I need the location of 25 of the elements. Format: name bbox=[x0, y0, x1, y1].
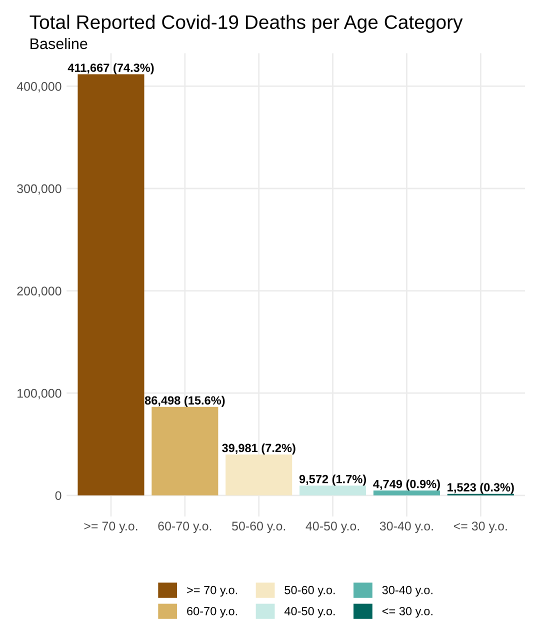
x-tick-label: >= 70 y.o. bbox=[84, 522, 138, 533]
x-tick-label: 30-40 y.o. bbox=[380, 522, 433, 533]
legend-label: 40-50 y.o. bbox=[284, 606, 335, 618]
x-tick-label: <= 30 y.o. bbox=[454, 522, 507, 533]
x-tick-label: 40-50 y.o. bbox=[306, 522, 359, 533]
data-label: 411,667 (74.3%) bbox=[68, 63, 154, 74]
x-tick-label: 50-60 y.o. bbox=[232, 522, 286, 533]
legend-label: <= 30 y.o. bbox=[382, 606, 432, 618]
legend-label: 50-60 y.o. bbox=[284, 586, 335, 597]
chart-title: Total Reported Covid-19 Deaths per Age Category bbox=[30, 14, 463, 33]
y-tick-label: 300,000 bbox=[17, 184, 62, 195]
y-tick-label: 100,000 bbox=[18, 388, 62, 400]
x-tick-label: 60-70 y.o. bbox=[158, 522, 212, 533]
chart-subtitle: Baseline bbox=[30, 38, 88, 50]
legend-label: >= 70 y.o. bbox=[187, 586, 238, 597]
legend-label: 60-70 y.o. bbox=[187, 606, 238, 618]
data-label: 86,498 (15.6%) bbox=[144, 396, 225, 407]
data-label: 4,749 (0.9%) bbox=[373, 480, 440, 491]
data-label: 39,981 (7.2%) bbox=[222, 443, 296, 454]
data-label: 1,523 (0.3%) bbox=[448, 482, 514, 494]
data-label: 9,572 (1.7%) bbox=[299, 474, 366, 486]
y-tick-label: 400,000 bbox=[16, 82, 62, 92]
y-tick-label: 0 bbox=[55, 491, 62, 500]
legend-label: 30-40 y.o. bbox=[382, 586, 432, 597]
y-tick-label: 200,000 bbox=[17, 286, 62, 297]
